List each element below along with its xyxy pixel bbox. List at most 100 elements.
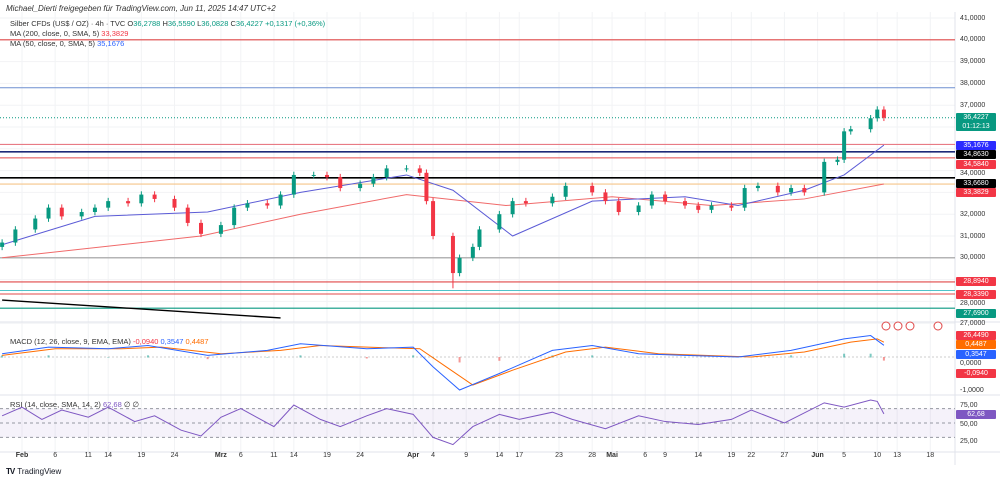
price-tag: 27,6900 [956,308,996,318]
candle-body [13,229,18,243]
rsi-band [0,408,955,438]
price-tick-label: 31,0000 [960,232,986,240]
price-tick-label: 27,0000 [960,319,986,327]
price-tick-label: 39,0000 [960,58,986,66]
candle-body [218,225,223,234]
ma50-label: MA (50, close, 0, SMA, 5) [10,39,96,48]
candle-body [789,188,794,193]
rsi-label: RSI (14, close, SMA, 14, 2) [10,400,101,409]
candle-body [46,207,51,219]
candle-body [822,161,827,193]
candle-body [311,174,316,176]
candle-body [199,222,204,234]
candle-body [232,207,237,226]
price-tag: 26,4490 [956,330,996,340]
candle-body [92,207,97,213]
macd-histogram-bar [266,357,269,358]
candle-body [603,192,608,202]
macd-histogram-bar [299,355,302,358]
time-tick-label: 19 [137,452,146,459]
tradingview-logo[interactable]: TV TradingView [6,467,61,476]
candle-body [663,194,668,202]
candle-body [709,205,714,210]
candle-body [835,159,840,162]
candle-body [126,201,131,204]
candle-body [755,185,760,189]
candle-body [510,201,515,215]
macd-histogram-bar [684,357,686,358]
macd-hist-value: -0,0940 [132,337,159,346]
candle-body [384,168,389,178]
macd-histogram-bar [882,357,885,361]
candle-body [649,194,654,206]
time-tick-label: 19 [727,452,736,459]
candle-body [636,205,641,213]
time-tick-label: 11 [84,452,92,459]
price-tag: 34,5840 [956,159,996,169]
candle-body [450,236,455,274]
rsi-value: 62,68 [102,400,122,409]
time-tick-label: 14 [495,452,504,459]
macd-histogram-bar [107,357,110,358]
macd-line-value: 0,3547 [160,337,184,346]
macd-histogram-bar [790,355,793,358]
ma50-legend[interactable]: MA (50, close, 0, SMA, 5) 35,1676 [10,39,124,48]
time-tick-label: 6 [238,452,243,459]
price-tick-label: 28,0000 [960,300,986,307]
trendline [2,299,281,319]
ma200-legend[interactable]: MA (200, close, 0, SMA, 5) 33,3829 [10,29,128,38]
macd-histogram-bar [869,353,872,358]
high-value: 36,5590 [167,19,195,28]
macd-histogram-bar [365,357,368,359]
symbol-legend: Silber CFDs (US$ / OZ) · 4h · TVC O36,27… [10,19,325,28]
time-tick-label: 6 [53,452,58,459]
ma200-label: MA (200, close, 0, SMA, 5) [10,29,100,38]
rsi-extra: ∅ ∅ [123,400,139,409]
macd-tick-label: -1,0000 [960,386,984,394]
time-tick-label: 14 [694,452,703,459]
candle-body [424,172,429,202]
macd-legend[interactable]: MACD (12, 26, close, 9, EMA, EMA) -0,094… [10,337,209,346]
price-tick-label: 30,0000 [960,254,986,262]
candle-body [683,201,687,206]
macd-histogram-bar [637,357,640,358]
macd-histogram-bar [146,355,149,358]
time-tick-label: 5 [842,452,847,459]
macd-histogram-bar [1,355,4,358]
candle-body [775,185,780,193]
macd-tag: -0,0940 [956,368,996,378]
candle-body [802,188,807,193]
price-tick-label: 37,0000 [960,101,986,109]
time-tick-label: 23 [555,452,563,459]
macd-histogram-bar [458,357,461,363]
candle-body [139,194,144,204]
candle-body [550,196,555,204]
rsi-tag: 62,68 [956,410,996,419]
candle-body [245,203,250,208]
time-tick-label: 9 [464,452,469,459]
candle-body [868,118,873,130]
price-tag: 34,8630 [956,150,996,160]
time-tick-label: Feb [15,452,29,459]
time-tick-label: 19 [323,452,331,459]
open-label: O [127,19,134,28]
candle-body [152,194,157,199]
time-tick-label: 11 [270,452,278,459]
macd-histogram-bar [47,355,50,358]
low-value: 36,0828 [201,19,229,28]
change-value: +0,1317 (+0,36%) [265,19,326,28]
time-tick-label: 27 [780,452,789,459]
candle-body [185,207,190,223]
event-flag-icon [905,321,915,331]
event-flag-icon [881,321,891,331]
candle-body [404,168,409,170]
last-price: 36,4227 [963,114,989,122]
candle-body [324,174,329,178]
macd-label: MACD (12, 26, close, 9, EMA, EMA) [10,337,131,346]
macd-tick-label: 0,0000 [960,360,982,368]
rsi-legend[interactable]: RSI (14, close, SMA, 14, 2) 62,68 ∅ ∅ [10,400,139,409]
macd-histogram-bar [412,355,415,358]
tv-logo-icon: TV [6,467,15,476]
macd-signal-line [2,338,885,386]
